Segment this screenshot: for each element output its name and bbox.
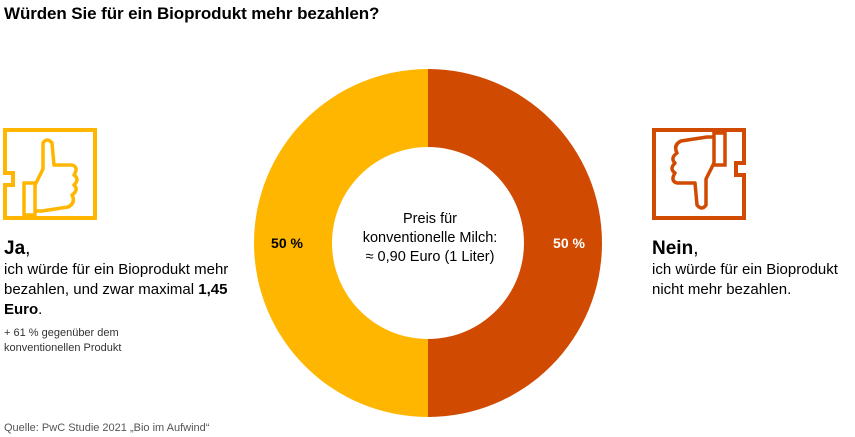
- no-answer: Nein, ich würde für ein Bioprodukt nicht…: [652, 238, 852, 300]
- no-text: ich würde für ein Bioprodukt nicht mehr …: [652, 261, 838, 298]
- chart-title: Würden Sie für ein Bioprodukt mehr bezah…: [4, 4, 380, 23]
- slice-ja: [254, 69, 428, 417]
- slice-label-nein: 50 %: [553, 235, 585, 251]
- center-label: Preis für konventionelle Milch: ≈ 0,90 E…: [330, 210, 530, 267]
- donut-chart: 50 % 50 %: [254, 69, 602, 417]
- no-comma: ,: [693, 238, 699, 259]
- thumbs-down-icon: [651, 127, 747, 221]
- yes-price: 1,45 Euro: [4, 281, 228, 318]
- center-line-3: ≈ 0,90 Euro (1 Liter): [365, 249, 495, 265]
- yes-period: .: [38, 301, 43, 318]
- yes-comma: ,: [25, 238, 31, 259]
- center-line-1: Preis für: [403, 211, 457, 227]
- yes-head: Ja: [4, 238, 26, 259]
- center-line-2: konventionelle Milch:: [362, 230, 498, 246]
- slice-label-ja: 50 %: [271, 235, 303, 251]
- slice-nein: [428, 69, 602, 417]
- source-note: Quelle: PwC Studie 2021 „Bio im Aufwind“: [4, 422, 210, 434]
- no-head: Nein: [652, 238, 694, 259]
- yes-answer: Ja, ich würde für ein Bioprodukt mehr be…: [4, 238, 244, 356]
- yes-note: + 61 % gegenüber dem konventionellen Pro…: [4, 327, 122, 354]
- yes-text: ich würde für ein Bioprodukt mehr bezahl…: [4, 261, 229, 298]
- thumbs-up-icon: [2, 127, 98, 221]
